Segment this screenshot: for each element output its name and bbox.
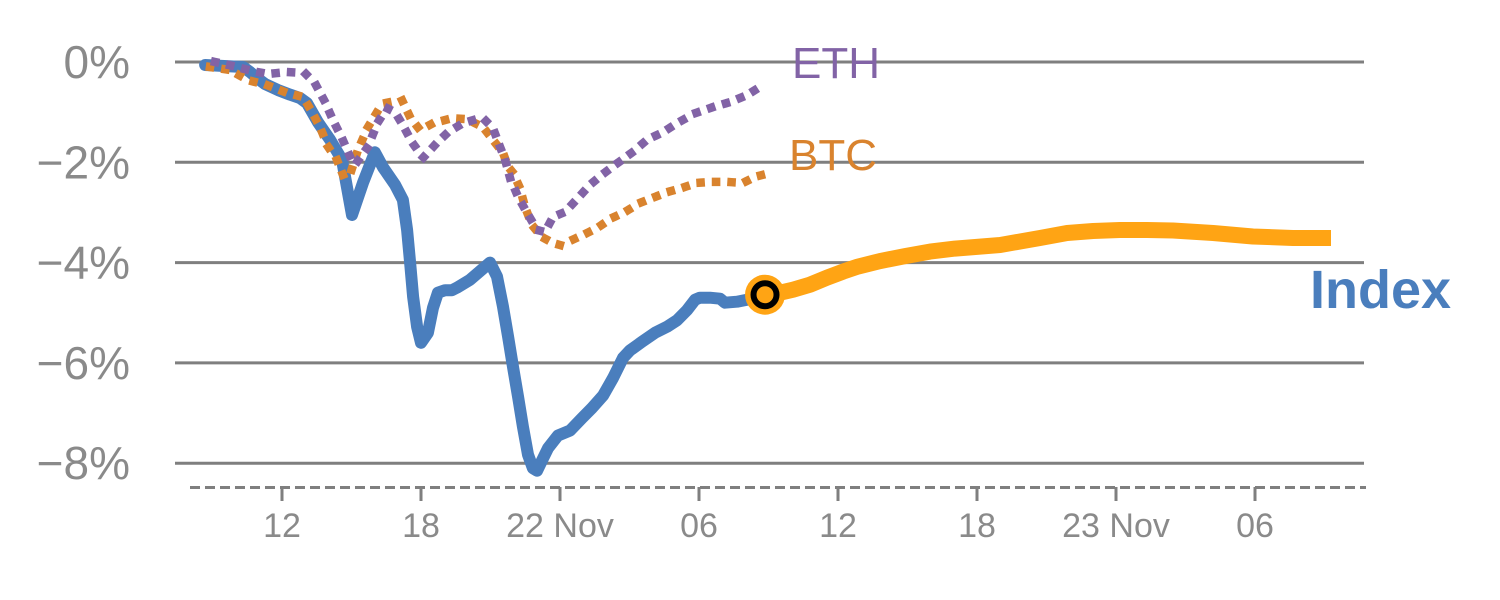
x-axis-tick-label: 23 Nov [1062, 507, 1170, 545]
forecast-start-marker-ring [750, 280, 780, 310]
x-axis-tick-label: 06 [1236, 507, 1274, 545]
series-btc-line [205, 62, 769, 250]
btc-series-label: BTC [789, 131, 877, 180]
x-axis-tick-label: 12 [819, 507, 857, 545]
series-eth-line [209, 56, 769, 237]
series-index-forecast-line [763, 222, 1331, 303]
x-axis-tick-label: 18 [402, 507, 440, 545]
x-axis-tick-label: 18 [958, 507, 996, 545]
y-axis-tick-label: −6% [37, 337, 130, 389]
series-index-line [199, 59, 771, 477]
index-series-label: Index [1310, 260, 1452, 320]
y-axis-tick-label: 0% [64, 36, 130, 88]
y-axis-tick-label: −8% [37, 437, 130, 489]
eth-series-label: ETH [792, 39, 880, 88]
y-axis-tick-label: −4% [37, 237, 130, 289]
x-axis-tick-label: 22 Nov [506, 507, 614, 545]
x-axis-tick-label: 12 [263, 507, 301, 545]
y-axis-tick-label: −2% [37, 136, 130, 188]
x-axis-tick-label: 06 [680, 507, 718, 545]
